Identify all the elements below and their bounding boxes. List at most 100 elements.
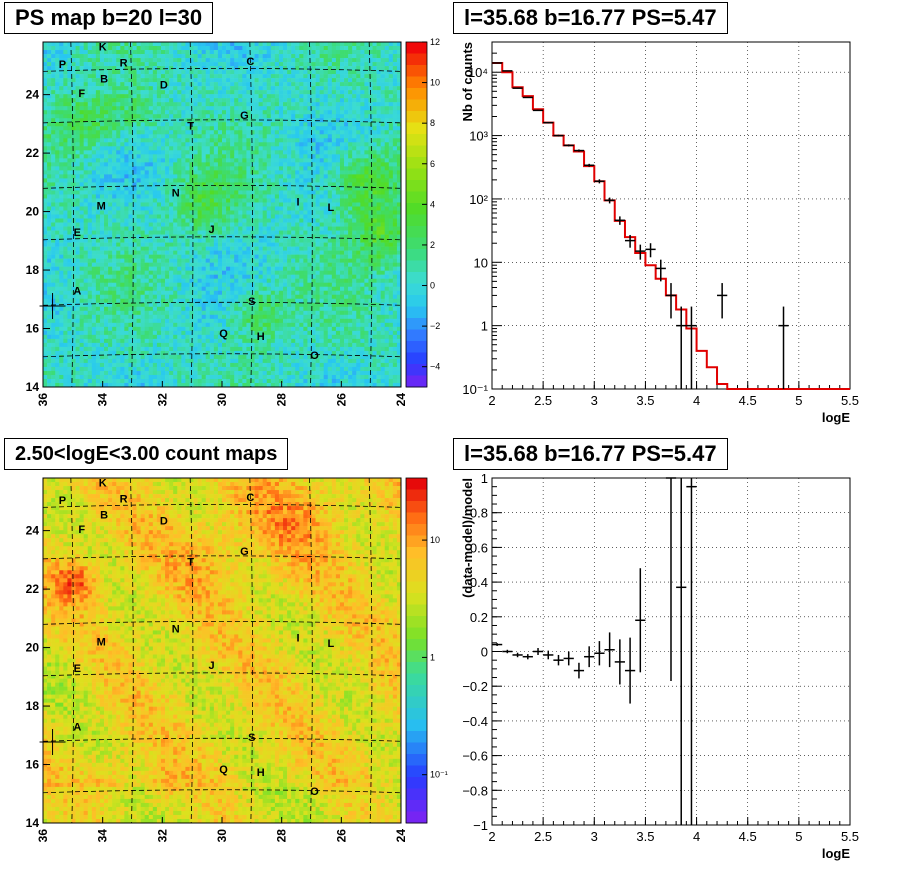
y-tick-label: 18 bbox=[26, 263, 40, 277]
palette-frame bbox=[405, 41, 428, 388]
palette-band bbox=[406, 754, 427, 766]
x-tick-label: 4 bbox=[693, 829, 700, 844]
palette-band bbox=[406, 191, 427, 204]
y-tick-label: 10² bbox=[469, 192, 488, 207]
palette-band bbox=[406, 295, 427, 307]
palette-band bbox=[406, 788, 427, 801]
palette-band bbox=[406, 639, 427, 651]
palette-band bbox=[406, 364, 427, 376]
x-tick-label: 4.5 bbox=[739, 393, 757, 408]
grid-parallel bbox=[42, 67, 402, 72]
source-label-J: J bbox=[208, 224, 214, 236]
palette-tick-label: 10 bbox=[430, 78, 440, 88]
y-tick-label: 22 bbox=[26, 146, 40, 160]
grid-meridian bbox=[249, 41, 254, 388]
grid-meridian bbox=[130, 41, 134, 388]
y-tick-label: 14 bbox=[26, 380, 40, 394]
y-axis-label: Nb of counts bbox=[460, 42, 475, 121]
palette-band bbox=[406, 203, 427, 215]
grid-meridian bbox=[249, 477, 254, 824]
palette-band bbox=[406, 708, 427, 720]
palette-band bbox=[406, 616, 427, 628]
x-tick-label: 2 bbox=[488, 829, 495, 844]
x-axis-label: logE bbox=[822, 410, 850, 425]
source-label-O: O bbox=[310, 786, 319, 798]
palette-band bbox=[406, 168, 427, 181]
x-axis-label: logE bbox=[822, 846, 850, 861]
source-label-D: D bbox=[160, 515, 168, 527]
y-tick-label: 1 bbox=[481, 471, 488, 486]
y-tick-label: −0.2 bbox=[462, 679, 488, 694]
source-label-T: T bbox=[187, 556, 194, 568]
y-tick-label: 1 bbox=[481, 319, 488, 334]
grid-parallel bbox=[42, 737, 402, 742]
palette-tick-label: −2 bbox=[430, 321, 440, 331]
palette-band bbox=[406, 489, 427, 502]
palette-band bbox=[406, 765, 427, 778]
map1-title: PS map b=20 l=30 bbox=[4, 2, 214, 34]
x-tick-label: 2.5 bbox=[534, 393, 552, 408]
palette-band bbox=[406, 800, 427, 812]
grid-parallel bbox=[42, 620, 402, 625]
palette-band bbox=[406, 673, 427, 686]
grid-parallel bbox=[42, 353, 402, 358]
y-tick-label: 10⁴ bbox=[468, 65, 488, 80]
x-tick-label: 4.5 bbox=[739, 829, 757, 844]
palette-band bbox=[406, 134, 427, 146]
source-label-P: P bbox=[59, 495, 66, 507]
palette-band bbox=[406, 742, 427, 755]
map-grid-ps bbox=[42, 41, 402, 388]
grid-parallel bbox=[42, 789, 402, 794]
grid-meridian bbox=[189, 477, 194, 824]
spectrum-title: l=35.68 b=16.77 PS=5.47 bbox=[453, 2, 728, 34]
palette-tick-label: 12 bbox=[430, 37, 440, 47]
y-tick-label: −0.6 bbox=[462, 749, 488, 764]
source-label-E: E bbox=[74, 227, 81, 239]
palette-tick-label: 1 bbox=[430, 652, 435, 662]
grid-parallel bbox=[42, 301, 402, 306]
palette-band bbox=[406, 53, 427, 66]
source-label-T: T bbox=[187, 120, 194, 132]
grid-meridian bbox=[189, 41, 194, 388]
grid-parallel bbox=[42, 503, 402, 508]
x-tick-label: 5.5 bbox=[841, 393, 859, 408]
palette-band bbox=[406, 88, 427, 100]
source-label-R: R bbox=[120, 493, 128, 505]
palette-band bbox=[406, 341, 427, 353]
grid-meridian bbox=[368, 41, 373, 388]
palette-band bbox=[406, 696, 427, 709]
palette-band bbox=[406, 524, 427, 536]
source-label-M: M bbox=[97, 201, 106, 213]
palette-band bbox=[406, 719, 427, 732]
grid-meridian bbox=[309, 477, 313, 824]
spectrum-grid bbox=[491, 42, 851, 389]
heatmap-cnt bbox=[43, 478, 402, 824]
palette-band bbox=[406, 306, 427, 319]
palette-tick-label: 0 bbox=[430, 281, 435, 291]
palette-tick-label: 10 bbox=[430, 535, 440, 545]
source-label-F: F bbox=[78, 88, 85, 100]
x-tick-label: 24 bbox=[394, 393, 408, 407]
palette-band bbox=[406, 318, 427, 330]
source-label-C: C bbox=[246, 492, 254, 504]
palette-band bbox=[406, 650, 427, 663]
y-tick-label: 24 bbox=[26, 524, 40, 538]
grid-meridian bbox=[309, 41, 313, 388]
palette-band bbox=[406, 272, 427, 284]
grid-meridian bbox=[368, 477, 373, 824]
palette-band bbox=[406, 157, 427, 169]
x-tick-label: 3 bbox=[591, 393, 598, 408]
palette-band bbox=[406, 627, 427, 640]
source-label-B: B bbox=[100, 510, 108, 522]
source-label-D: D bbox=[160, 79, 168, 91]
source-label-I: I bbox=[297, 632, 300, 644]
x-tick-label: 3.5 bbox=[636, 393, 654, 408]
y-axis-label: (data-model)/model bbox=[460, 478, 475, 598]
grid-parallel bbox=[42, 184, 402, 189]
x-tick-label: 3 bbox=[591, 829, 598, 844]
map2-title: 2.50<logE<3.00 count maps bbox=[4, 438, 289, 470]
source-label-G: G bbox=[240, 546, 249, 558]
x-tick-label: 2 bbox=[488, 393, 495, 408]
source-label-A: A bbox=[73, 286, 81, 298]
palette-tick-label: 4 bbox=[430, 199, 435, 209]
